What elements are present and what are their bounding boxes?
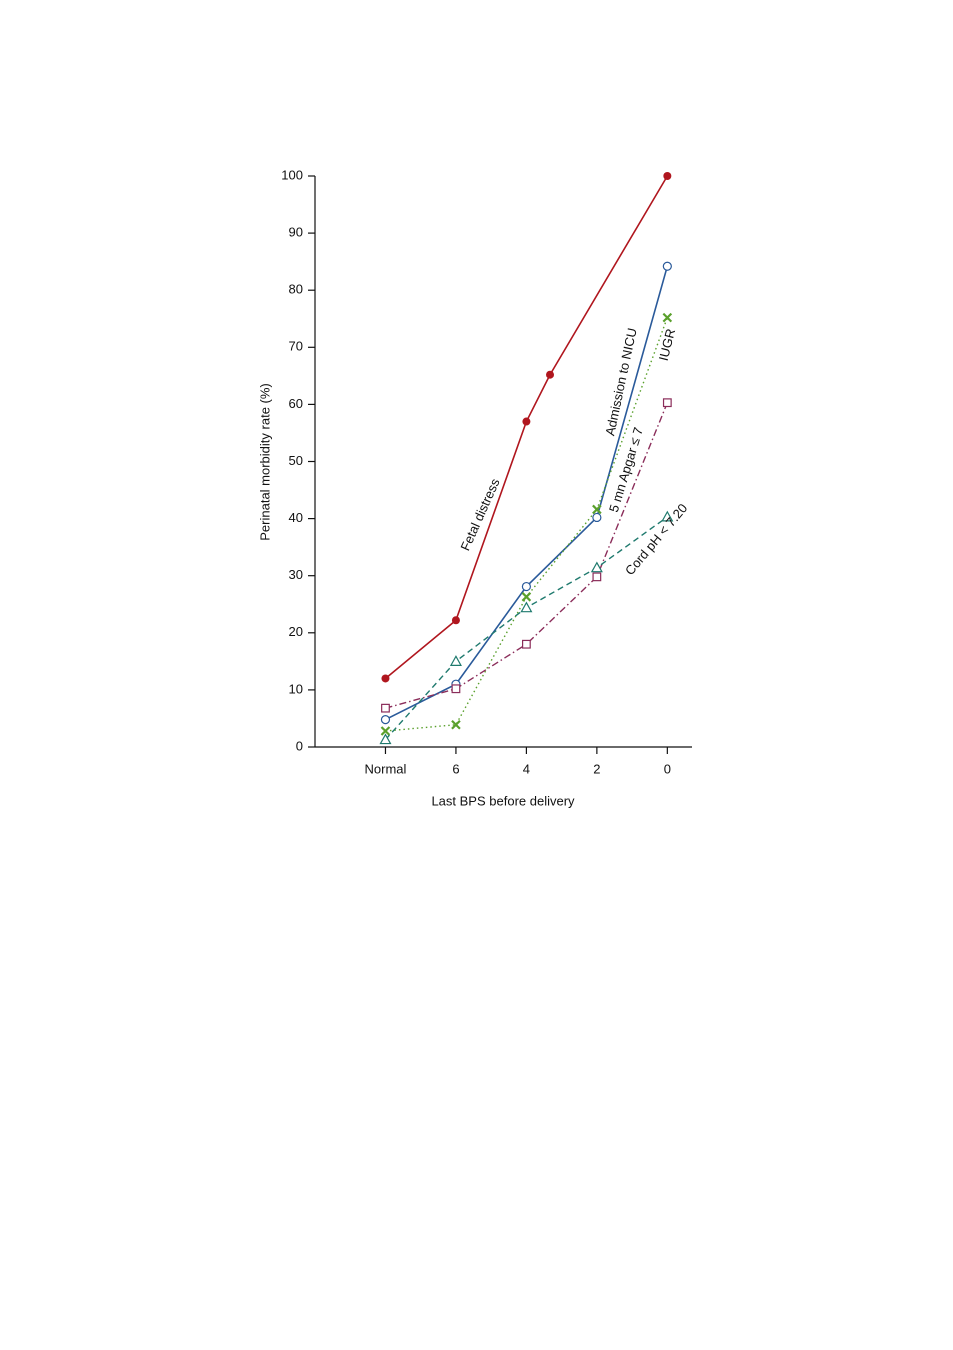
y-tick-label: 30 <box>289 567 303 582</box>
y-tick-label: 10 <box>289 681 303 696</box>
marker <box>663 172 672 180</box>
y-tick-label: 80 <box>289 282 303 297</box>
x-tick-label: Normal <box>365 761 407 776</box>
x-tick-label: 4 <box>523 761 530 776</box>
series-label: Admission to NICU <box>602 327 640 438</box>
marker <box>661 510 674 522</box>
y-tick-label: 40 <box>289 510 303 525</box>
marker <box>380 726 391 736</box>
marker <box>380 714 391 725</box>
marker <box>592 572 602 582</box>
marker <box>662 312 673 323</box>
marker <box>381 674 390 683</box>
marker <box>451 616 460 625</box>
marker <box>662 398 672 408</box>
marker <box>379 733 392 745</box>
series-label: IUGR <box>656 327 678 362</box>
marker <box>590 561 603 573</box>
series-line <box>384 516 668 741</box>
marker <box>521 581 532 592</box>
marker <box>520 601 533 613</box>
y-tick-label: 20 <box>289 624 303 639</box>
series-label: Fetal distress <box>457 476 502 553</box>
y-tick-label: 100 <box>281 167 303 182</box>
y-axis-label: Perinatal morbidity rate (%) <box>257 383 272 541</box>
y-tick-label: 70 <box>289 339 303 354</box>
marker <box>522 639 531 649</box>
marker <box>381 703 390 713</box>
x-tick-label: 2 <box>593 761 600 776</box>
x-tick-label: 6 <box>452 761 459 776</box>
y-tick-label: 90 <box>289 225 303 240</box>
marker <box>521 592 532 602</box>
y-tick-label: 50 <box>289 453 303 468</box>
marker <box>592 504 602 515</box>
marker <box>449 655 462 666</box>
y-tick-label: 0 <box>296 738 303 753</box>
marker <box>451 684 461 694</box>
marker <box>451 719 461 730</box>
marker <box>662 261 672 271</box>
marker <box>522 417 531 426</box>
marker <box>546 370 555 379</box>
x-axis-label: Last BPS before delivery <box>431 793 575 808</box>
series-label: Cord pH < 7.20 <box>622 501 690 578</box>
marker <box>592 512 602 523</box>
y-tick-label: 60 <box>289 396 303 411</box>
x-tick-label: 0 <box>664 761 671 776</box>
